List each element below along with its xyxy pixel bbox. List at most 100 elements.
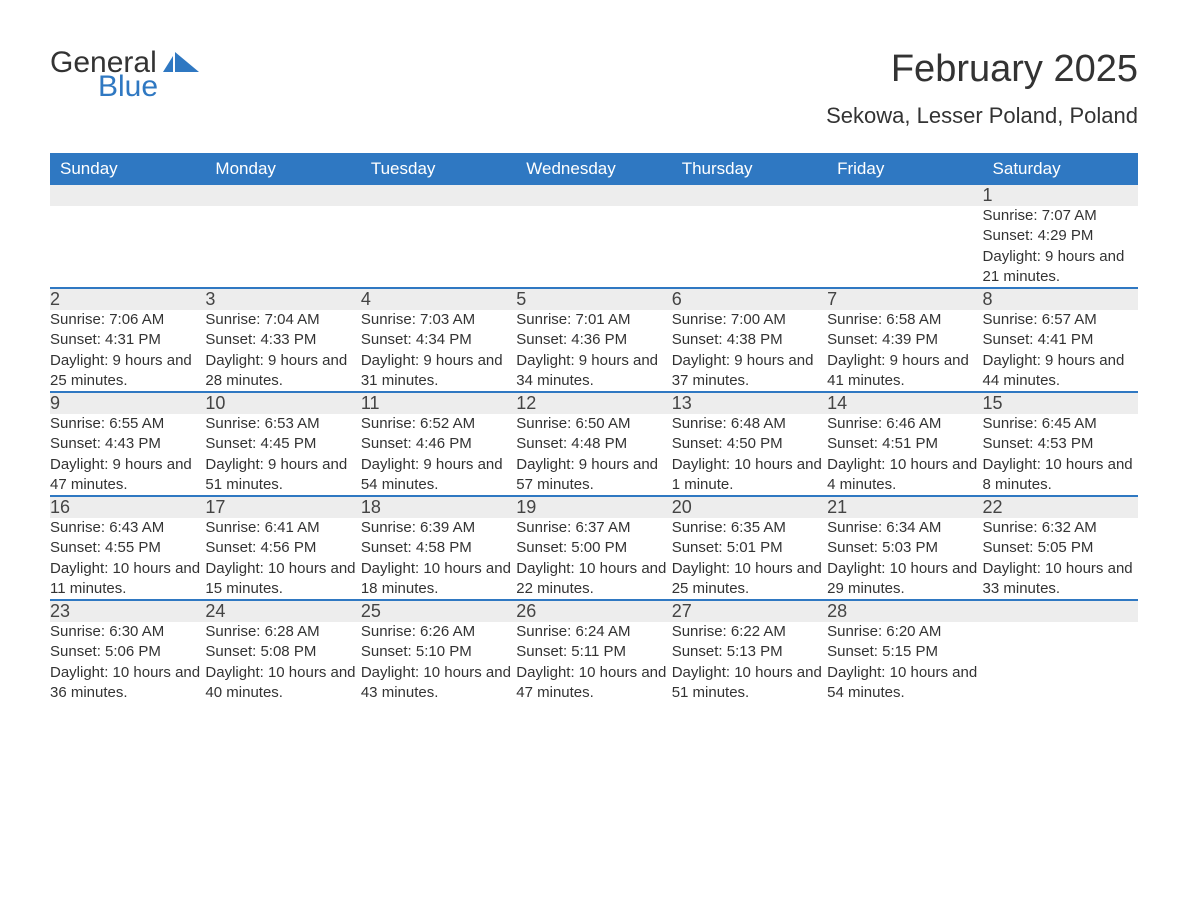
sunrise-text: Sunrise: 6:57 AM [983, 310, 1138, 330]
day-detail-row: Sunrise: 7:06 AMSunset: 4:31 PMDaylight:… [50, 310, 1138, 392]
day-number-cell: 9 [50, 392, 205, 414]
daylight-text: Daylight: 10 hours and 33 minutes. [983, 559, 1138, 600]
sunset-text: Sunset: 4:29 PM [983, 226, 1138, 246]
sunrise-text: Sunrise: 6:55 AM [50, 414, 205, 434]
day-number-cell: 21 [827, 496, 982, 518]
sunset-text: Sunset: 4:53 PM [983, 434, 1138, 454]
calendar-table: Sunday Monday Tuesday Wednesday Thursday… [50, 153, 1138, 703]
day-number-cell: 15 [983, 392, 1138, 414]
sunset-text: Sunset: 4:31 PM [50, 330, 205, 350]
weekday-header: Thursday [672, 153, 827, 185]
day-detail-cell [516, 206, 671, 288]
sunset-text: Sunset: 5:00 PM [516, 538, 671, 558]
day-detail-cell [983, 622, 1138, 703]
day-number-cell: 14 [827, 392, 982, 414]
daylight-text: Daylight: 10 hours and 47 minutes. [516, 663, 671, 704]
day-detail-cell: Sunrise: 7:07 AMSunset: 4:29 PMDaylight:… [983, 206, 1138, 288]
sunrise-text: Sunrise: 6:34 AM [827, 518, 982, 538]
day-detail-cell: Sunrise: 6:39 AMSunset: 4:58 PMDaylight:… [361, 518, 516, 600]
day-detail-cell [50, 206, 205, 288]
sunset-text: Sunset: 5:05 PM [983, 538, 1138, 558]
day-detail-cell: Sunrise: 6:43 AMSunset: 4:55 PMDaylight:… [50, 518, 205, 600]
day-number-cell: 5 [516, 288, 671, 310]
day-detail-cell: Sunrise: 6:58 AMSunset: 4:39 PMDaylight:… [827, 310, 982, 392]
day-number-cell: 16 [50, 496, 205, 518]
daylight-text: Daylight: 9 hours and 28 minutes. [205, 351, 360, 392]
daylight-text: Daylight: 10 hours and 54 minutes. [827, 663, 982, 704]
daylight-text: Daylight: 9 hours and 51 minutes. [205, 455, 360, 496]
day-detail-row: Sunrise: 6:55 AMSunset: 4:43 PMDaylight:… [50, 414, 1138, 496]
sunset-text: Sunset: 5:01 PM [672, 538, 827, 558]
day-number-cell: 26 [516, 600, 671, 622]
day-number-cell: 6 [672, 288, 827, 310]
weekday-header: Friday [827, 153, 982, 185]
day-number-cell: 1 [983, 185, 1138, 206]
day-detail-cell: Sunrise: 6:50 AMSunset: 4:48 PMDaylight:… [516, 414, 671, 496]
daylight-text: Daylight: 10 hours and 25 minutes. [672, 559, 827, 600]
daylight-text: Daylight: 9 hours and 25 minutes. [50, 351, 205, 392]
day-detail-cell [205, 206, 360, 288]
daylight-text: Daylight: 9 hours and 47 minutes. [50, 455, 205, 496]
day-number-cell: 25 [361, 600, 516, 622]
day-number-cell [50, 185, 205, 206]
day-number-cell [516, 185, 671, 206]
day-detail-cell: Sunrise: 7:01 AMSunset: 4:36 PMDaylight:… [516, 310, 671, 392]
day-detail-cell: Sunrise: 6:30 AMSunset: 5:06 PMDaylight:… [50, 622, 205, 703]
day-detail-cell: Sunrise: 6:32 AMSunset: 5:05 PMDaylight:… [983, 518, 1138, 600]
day-number-cell: 27 [672, 600, 827, 622]
day-number-cell [672, 185, 827, 206]
day-number-cell: 11 [361, 392, 516, 414]
day-detail-cell: Sunrise: 6:48 AMSunset: 4:50 PMDaylight:… [672, 414, 827, 496]
day-number-cell: 17 [205, 496, 360, 518]
day-detail-cell: Sunrise: 7:06 AMSunset: 4:31 PMDaylight:… [50, 310, 205, 392]
sunset-text: Sunset: 4:38 PM [672, 330, 827, 350]
weekday-header: Sunday [50, 153, 205, 185]
weekday-header: Monday [205, 153, 360, 185]
weekday-header: Wednesday [516, 153, 671, 185]
day-detail-cell [361, 206, 516, 288]
sunset-text: Sunset: 4:55 PM [50, 538, 205, 558]
daylight-text: Daylight: 9 hours and 21 minutes. [983, 247, 1138, 288]
sunrise-text: Sunrise: 6:30 AM [50, 622, 205, 642]
sunset-text: Sunset: 4:33 PM [205, 330, 360, 350]
location-text: Sekowa, Lesser Poland, Poland [826, 103, 1138, 129]
sunrise-text: Sunrise: 6:39 AM [361, 518, 516, 538]
sunrise-text: Sunrise: 6:37 AM [516, 518, 671, 538]
day-detail-cell: Sunrise: 6:41 AMSunset: 4:56 PMDaylight:… [205, 518, 360, 600]
sunrise-text: Sunrise: 6:58 AM [827, 310, 982, 330]
sunset-text: Sunset: 5:15 PM [827, 642, 982, 662]
day-number-cell: 20 [672, 496, 827, 518]
sunset-text: Sunset: 4:50 PM [672, 434, 827, 454]
sunrise-text: Sunrise: 6:45 AM [983, 414, 1138, 434]
day-detail-cell: Sunrise: 6:53 AMSunset: 4:45 PMDaylight:… [205, 414, 360, 496]
day-detail-cell: Sunrise: 6:22 AMSunset: 5:13 PMDaylight:… [672, 622, 827, 703]
day-number-cell: 18 [361, 496, 516, 518]
day-detail-cell: Sunrise: 6:28 AMSunset: 5:08 PMDaylight:… [205, 622, 360, 703]
sunrise-text: Sunrise: 6:28 AM [205, 622, 360, 642]
sunset-text: Sunset: 4:46 PM [361, 434, 516, 454]
sunset-text: Sunset: 4:41 PM [983, 330, 1138, 350]
day-number-row: 1 [50, 185, 1138, 206]
sunrise-text: Sunrise: 6:35 AM [672, 518, 827, 538]
daylight-text: Daylight: 9 hours and 41 minutes. [827, 351, 982, 392]
logo-blue-text: Blue [98, 72, 199, 102]
day-number-cell: 13 [672, 392, 827, 414]
daylight-text: Daylight: 9 hours and 54 minutes. [361, 455, 516, 496]
sunrise-text: Sunrise: 6:53 AM [205, 414, 360, 434]
daylight-text: Daylight: 10 hours and 29 minutes. [827, 559, 982, 600]
daylight-text: Daylight: 10 hours and 51 minutes. [672, 663, 827, 704]
sunset-text: Sunset: 4:39 PM [827, 330, 982, 350]
daylight-text: Daylight: 9 hours and 57 minutes. [516, 455, 671, 496]
day-detail-cell: Sunrise: 6:46 AMSunset: 4:51 PMDaylight:… [827, 414, 982, 496]
day-number-cell: 28 [827, 600, 982, 622]
sunset-text: Sunset: 5:08 PM [205, 642, 360, 662]
day-detail-cell: Sunrise: 6:57 AMSunset: 4:41 PMDaylight:… [983, 310, 1138, 392]
day-number-cell: 7 [827, 288, 982, 310]
sunset-text: Sunset: 4:34 PM [361, 330, 516, 350]
day-detail-cell: Sunrise: 6:52 AMSunset: 4:46 PMDaylight:… [361, 414, 516, 496]
daylight-text: Daylight: 9 hours and 37 minutes. [672, 351, 827, 392]
sunset-text: Sunset: 4:45 PM [205, 434, 360, 454]
day-number-row: 16171819202122 [50, 496, 1138, 518]
daylight-text: Daylight: 10 hours and 43 minutes. [361, 663, 516, 704]
sunset-text: Sunset: 4:48 PM [516, 434, 671, 454]
